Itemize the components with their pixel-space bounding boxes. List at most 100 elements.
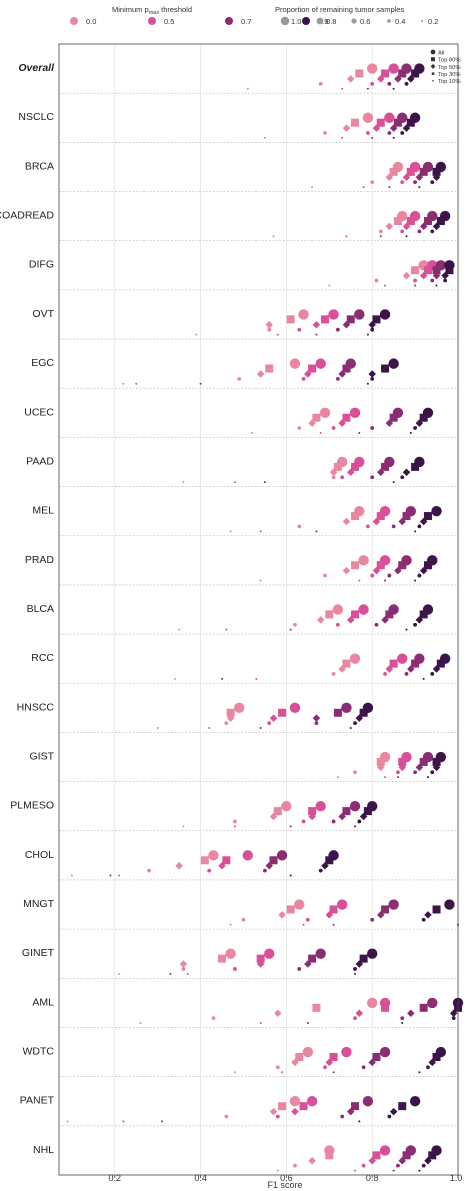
data-point <box>122 382 125 385</box>
shape-legend-marker <box>432 80 434 82</box>
data-point <box>411 266 420 275</box>
threshold-legend-label: 0.5 <box>164 17 174 26</box>
data-point <box>302 923 305 926</box>
data-point <box>340 475 345 480</box>
data-point <box>361 1065 366 1070</box>
data-point <box>299 1102 308 1111</box>
shape-legend-marker <box>431 57 435 62</box>
data-point <box>304 960 312 968</box>
data-point <box>366 333 369 336</box>
data-point <box>297 967 302 971</box>
row-label: RCC <box>31 652 54 664</box>
data-point <box>381 616 389 624</box>
shape-legend-label: Top 80% <box>438 58 461 64</box>
data-point <box>413 426 417 430</box>
data-point <box>276 1169 279 1172</box>
data-point <box>362 1096 374 1107</box>
threshold-title-sub: max <box>149 10 160 16</box>
data-point <box>385 665 394 673</box>
row-label: PLMESO <box>10 800 54 812</box>
data-point <box>329 905 338 914</box>
data-point <box>435 284 438 287</box>
data-point <box>306 1022 309 1025</box>
data-point <box>405 235 408 238</box>
data-point <box>419 757 428 766</box>
data-point <box>289 874 292 877</box>
proportion-legend-items: 1.0 0.8 0.6 0.4 0.2 <box>280 16 438 26</box>
data-point <box>451 1016 456 1021</box>
data-point <box>370 81 375 86</box>
data-point <box>259 530 262 533</box>
data-point <box>415 763 424 772</box>
data-point <box>208 850 219 861</box>
data-point <box>436 217 445 226</box>
data-point <box>349 653 361 664</box>
data-point <box>385 419 394 427</box>
threshold-title-rest: threshold <box>159 5 192 14</box>
data-point <box>404 81 409 86</box>
data-point <box>414 530 417 533</box>
data-point <box>341 1046 352 1058</box>
data-point <box>366 524 370 529</box>
data-point <box>175 861 183 870</box>
data-point <box>122 1120 125 1123</box>
data-point <box>398 757 407 766</box>
data-point <box>319 431 322 434</box>
data-point <box>333 462 342 471</box>
x-tick-label: 1.0 <box>450 1173 463 1183</box>
data-point <box>338 812 346 821</box>
data-point <box>70 874 73 877</box>
data-point <box>329 1052 338 1061</box>
data-point <box>430 770 435 775</box>
data-point <box>315 333 318 336</box>
threshold-legend-marker <box>148 17 156 25</box>
data-point <box>241 917 246 922</box>
data-point <box>358 1120 361 1123</box>
data-point <box>402 1151 411 1160</box>
plot-area: Overall NSCLC BRCA COADREAD DIFG OVT EGC UCEC PA… <box>0 43 464 1190</box>
data-point <box>423 561 432 570</box>
data-point <box>325 856 334 865</box>
data-point <box>289 825 292 828</box>
row-separators <box>59 92 458 1127</box>
data-point <box>385 173 394 182</box>
x-axis-ticks: 0.2 0.4 0.6 0.8 1.0 <box>109 1173 463 1183</box>
data-point <box>312 714 321 722</box>
data-point <box>308 812 316 821</box>
data-point <box>264 948 275 959</box>
data-point <box>402 512 411 521</box>
data-point <box>419 566 428 575</box>
data-point <box>388 358 399 369</box>
data-point <box>181 967 186 971</box>
data-point <box>263 868 267 873</box>
data-point <box>156 727 159 730</box>
data-point <box>109 874 112 877</box>
data-point <box>342 807 351 816</box>
data-point <box>381 462 390 471</box>
data-point <box>402 173 411 182</box>
data-point <box>354 1169 357 1172</box>
data-point <box>242 850 253 861</box>
data-point <box>418 1071 421 1074</box>
data-point <box>342 124 351 132</box>
data-point <box>267 721 272 725</box>
data-point <box>406 118 415 127</box>
data-point <box>444 899 455 910</box>
data-point <box>427 997 438 1009</box>
data-point <box>372 124 381 132</box>
data-point <box>342 517 351 526</box>
data-point <box>301 376 306 381</box>
data-point <box>421 1163 426 1168</box>
data-point <box>224 721 229 725</box>
data-point <box>393 118 402 127</box>
legend: Minimum pmax threshold 0.00.50.70.9 Prop… <box>70 5 461 85</box>
row-label: HNSCC <box>17 701 55 713</box>
data-point <box>346 315 355 324</box>
data-point <box>422 677 425 680</box>
data-point <box>370 327 375 332</box>
data-point <box>169 972 172 975</box>
proportion-legend-label: 0.2 <box>428 17 438 26</box>
data-point <box>370 180 375 185</box>
data-point <box>289 702 301 714</box>
data-point <box>413 278 417 283</box>
